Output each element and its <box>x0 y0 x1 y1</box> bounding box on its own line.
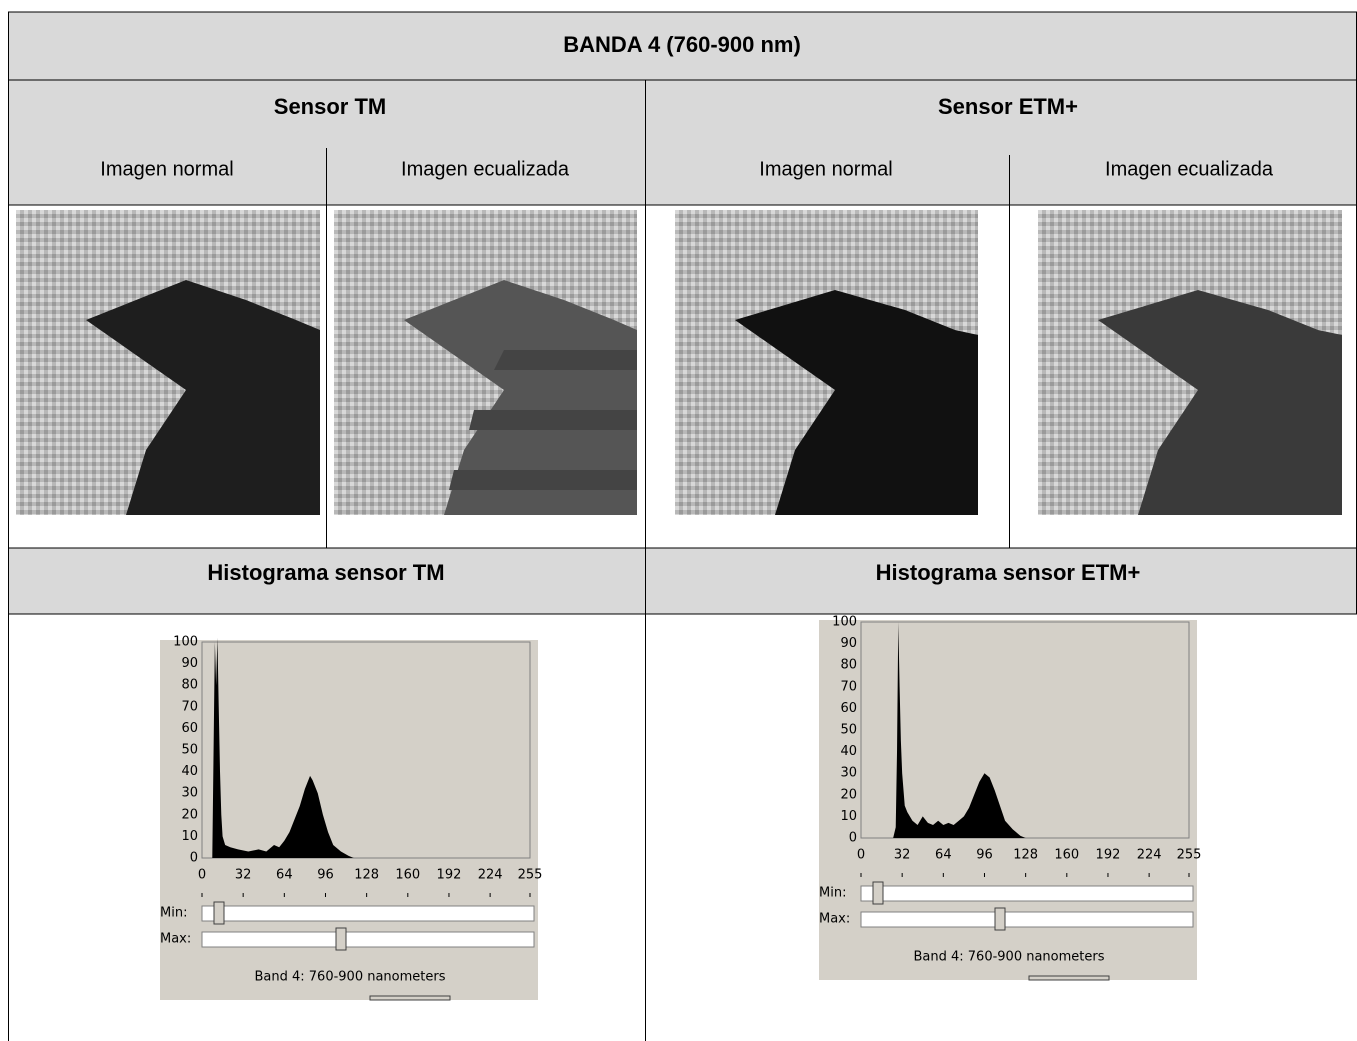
y-tick-label: 70 <box>840 679 857 694</box>
button-edge <box>369 995 451 1001</box>
slider-label: Min: <box>819 886 846 901</box>
plot-area <box>860 621 1190 839</box>
slider-label: Min: <box>160 906 187 921</box>
hist-header-bg <box>8 548 1357 614</box>
y-tick-label: 100 <box>173 635 198 650</box>
y-tick-label: 100 <box>832 615 857 630</box>
button-edge <box>1028 975 1110 981</box>
y-tick-label: 10 <box>181 829 198 844</box>
y-tick-label: 90 <box>840 636 857 651</box>
x-tick-label: 224 <box>478 868 503 883</box>
x-tick-label: 160 <box>395 868 420 883</box>
sensor-heading: Sensor ETM+ <box>938 94 1078 119</box>
slider-label: Max: <box>160 932 191 947</box>
histogram-area <box>212 637 354 858</box>
x-tick-label: 160 <box>1054 848 1079 863</box>
y-tick-label: 80 <box>840 658 857 673</box>
slider-track <box>860 885 1194 902</box>
column-heading: Imagen ecualizada <box>401 158 570 180</box>
x-tick-label: 255 <box>518 868 543 883</box>
y-tick-label: 70 <box>181 699 198 714</box>
y-tick-label: 50 <box>840 723 857 738</box>
y-tick-label: 20 <box>181 807 198 822</box>
slider-track <box>201 905 535 922</box>
caption: Band 4: 760-900 nanometers <box>913 950 1104 965</box>
caption: Band 4: 760-900 nanometers <box>254 970 445 985</box>
y-tick-label: 40 <box>840 744 857 759</box>
slider-track <box>860 911 1194 928</box>
slider-thumb <box>213 901 225 925</box>
y-tick-label: 60 <box>840 701 857 716</box>
satellite-image <box>334 210 637 515</box>
x-tick-label: 224 <box>1137 848 1162 863</box>
y-tick-label: 10 <box>840 809 857 824</box>
header-bg <box>8 12 1357 205</box>
x-tick-label: 96 <box>976 848 993 863</box>
slider-thumb <box>335 927 347 951</box>
y-tick-label: 60 <box>181 721 198 736</box>
x-tick-label: 64 <box>935 848 952 863</box>
y-tick-label: 50 <box>181 743 198 758</box>
slider-label: Max: <box>819 912 850 927</box>
x-tick-label: 0 <box>857 848 865 863</box>
histogram-heading: Histograma sensor ETM+ <box>876 560 1141 585</box>
x-tick-label: 32 <box>894 848 911 863</box>
x-tick-label: 192 <box>1096 848 1121 863</box>
column-heading: Imagen ecualizada <box>1105 158 1274 180</box>
sensor-heading: Sensor TM <box>274 94 386 119</box>
y-tick-label: 80 <box>181 678 198 693</box>
y-tick-label: 30 <box>840 766 857 781</box>
x-tick-label: 0 <box>198 868 206 883</box>
y-tick-label: 0 <box>190 851 198 866</box>
x-tick-label: 128 <box>1013 848 1038 863</box>
slider-track <box>201 931 535 948</box>
column-heading: Imagen normal <box>100 158 233 180</box>
satellite-image <box>1038 210 1342 515</box>
satellite-image <box>16 210 320 515</box>
histogram-heading: Histograma sensor TM <box>207 560 444 585</box>
x-tick-label: 128 <box>354 868 379 883</box>
y-tick-label: 20 <box>840 787 857 802</box>
x-tick-label: 64 <box>276 868 293 883</box>
histogram-area <box>893 622 1026 838</box>
table-title: BANDA 4 (760-900 nm) <box>563 32 801 57</box>
slider-thumb <box>994 907 1006 931</box>
plot-area <box>201 641 531 859</box>
x-tick-label: 192 <box>437 868 462 883</box>
y-tick-label: 0 <box>849 831 857 846</box>
y-tick-label: 40 <box>181 764 198 779</box>
satellite-image <box>675 210 978 515</box>
y-tick-label: 90 <box>181 656 198 671</box>
x-tick-label: 255 <box>1177 848 1202 863</box>
x-tick-label: 96 <box>317 868 334 883</box>
x-tick-label: 32 <box>235 868 252 883</box>
slider-thumb <box>872 881 884 905</box>
y-tick-label: 30 <box>181 786 198 801</box>
column-heading: Imagen normal <box>759 158 892 180</box>
